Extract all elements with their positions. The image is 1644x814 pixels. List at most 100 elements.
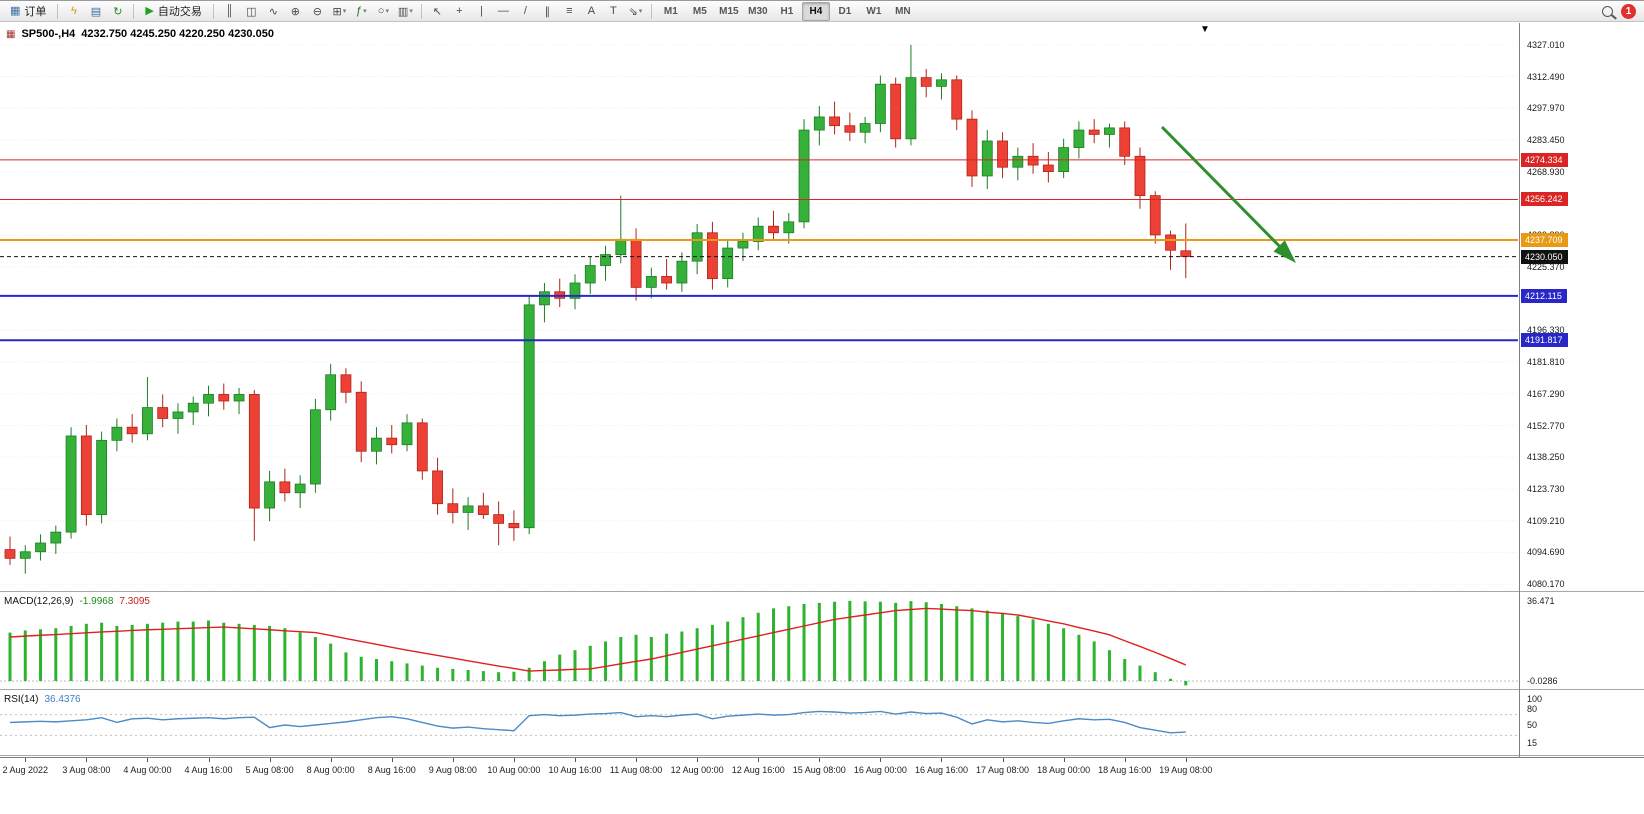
time-axis-label: 17 Aug 08:00 — [976, 765, 1030, 775]
crosshair-icon[interactable]: + — [456, 5, 463, 17]
timeframe-mn[interactable]: MN — [895, 5, 911, 17]
candle-body — [142, 407, 153, 435]
price-tick-label: 4283.450 — [1527, 135, 1565, 145]
candle-body — [294, 483, 306, 494]
bar-chart-icon[interactable]: ║ — [225, 5, 234, 17]
zoom-out-icon[interactable]: ⊖ — [312, 5, 322, 18]
timeframe-w1[interactable]: W1 — [866, 5, 882, 17]
candle-body — [722, 247, 734, 280]
chart-shift-marker-icon[interactable]: ▼ — [1200, 24, 1210, 35]
candle-body — [630, 238, 642, 288]
candle-body — [279, 481, 291, 494]
price-tick-label: 4080.170 — [1527, 579, 1565, 590]
candlestick-canvas[interactable] — [0, 23, 1518, 591]
autotrading-button[interactable]: ▶ 自动交易 — [139, 2, 207, 20]
macd-axis-label: 36.471 — [1527, 595, 1555, 606]
search-icon[interactable] — [1602, 5, 1613, 17]
tile-windows-icon[interactable]: ⊞ ▾ — [332, 5, 347, 18]
toolbar-separator — [650, 3, 652, 19]
price-tick-label: 4123.730 — [1527, 483, 1565, 494]
candle-body — [1073, 129, 1085, 148]
notification-badge[interactable]: 1 — [1621, 3, 1636, 19]
time-axis-label: 11 Aug 08:00 — [609, 765, 663, 775]
toolbar-separator — [133, 3, 135, 19]
price-badge: 4237.709 — [1521, 232, 1568, 247]
main-chart[interactable] — [0, 23, 1518, 591]
price-tick-label: 4196.330 — [1527, 325, 1565, 336]
channel-icon[interactable]: ∥ — [544, 5, 551, 18]
timeframe-h4[interactable]: H4 — [801, 1, 830, 21]
rsi-axis-label: 50 — [1527, 720, 1538, 730]
toolbar-left-icons: ϟ ▤ ↻ — [63, 2, 128, 20]
market-watch-icon[interactable]: ϟ — [70, 5, 77, 17]
timeframe-m5[interactable]: M5 — [692, 5, 707, 17]
timeframe-m30[interactable]: M30 — [748, 5, 768, 17]
candle-body — [187, 402, 199, 413]
periods-icon[interactable]: ○ ▾ — [377, 5, 389, 17]
time-axis-tick — [452, 758, 454, 762]
trend-arrow-line[interactable] — [1160, 125, 1284, 250]
price-badge: 4230.050 — [1521, 249, 1568, 264]
candle-body — [126, 426, 138, 435]
candle-body — [981, 140, 993, 177]
price-tick-label: 4109.210 — [1527, 515, 1565, 526]
text-icon[interactable]: A — [587, 5, 596, 17]
timeframe-h1[interactable]: H1 — [780, 5, 794, 17]
candle-body — [264, 481, 275, 509]
panel-divider[interactable] — [0, 689, 1644, 690]
candle-body — [1088, 129, 1100, 135]
rsi-panel[interactable] — [0, 691, 1518, 755]
candle-body — [371, 437, 382, 452]
time-axis-tick — [1124, 758, 1126, 762]
price-badge: 4256.242 — [1521, 192, 1568, 207]
templates-icon[interactable]: ▥ ▾ — [397, 5, 413, 18]
price-axis[interactable]: 4327.010 4312.490 4297.970 4283.450 4268.930… — [1519, 23, 1644, 757]
candle-body — [1134, 155, 1146, 197]
time-axis-label: 15 Aug 08:00 — [792, 765, 846, 775]
fibonacci-icon[interactable]: ≡ — [566, 5, 573, 17]
candle-body — [401, 422, 413, 446]
candle-body — [737, 241, 749, 249]
time-axis-tick — [513, 758, 515, 762]
trendline-icon[interactable]: / — [523, 5, 527, 17]
charts-window-icon[interactable]: ▤ — [90, 5, 102, 18]
time-axis[interactable]: 2 Aug 2022 3 Aug 08:00 4 Aug 00:00 4 Aug 16… — [0, 757, 1644, 814]
timeframe-m1[interactable]: M1 — [663, 5, 678, 17]
time-axis-label: 10 Aug 00:00 — [487, 765, 541, 775]
time-axis-tick — [330, 758, 332, 762]
candle-body — [508, 522, 520, 529]
timeframe-m15[interactable]: M15 — [719, 5, 739, 17]
price-tick-label: 4225.370 — [1527, 261, 1565, 272]
refresh-icon[interactable]: ↻ — [113, 5, 123, 18]
candle-body — [111, 426, 123, 441]
line-chart-icon[interactable]: ∿ — [268, 5, 278, 18]
candlestick-chart-icon[interactable]: ◫ — [246, 5, 257, 18]
time-axis-label: 18 Aug 00:00 — [1037, 765, 1091, 775]
indicators-icon[interactable]: ƒ ▾ — [356, 5, 367, 17]
macd-signal-value: 7.3095 — [119, 596, 150, 607]
candle-body — [813, 116, 825, 131]
price-tick-label: 4152.770 — [1527, 420, 1565, 431]
zoom-in-icon[interactable]: ⊕ — [290, 5, 300, 18]
cursor-icon[interactable]: ↖ — [432, 5, 442, 18]
timeframe-d1[interactable]: D1 — [838, 5, 852, 17]
autotrading-label: 自动交易 — [157, 6, 202, 18]
candle-body — [829, 116, 840, 127]
macd-panel[interactable] — [0, 593, 1518, 689]
arrows-tool-icon[interactable]: ⇘ ▾ — [628, 5, 643, 18]
time-axis-tick — [147, 758, 149, 762]
price-tick-label: 4181.810 — [1527, 357, 1565, 368]
text-label-icon[interactable]: T — [610, 5, 617, 17]
horizontal-line-icon[interactable]: — — [497, 5, 509, 17]
price-tick-label: 4268.930 — [1527, 166, 1565, 177]
candle-body — [309, 409, 321, 485]
candle-body — [493, 514, 505, 524]
trend-arrow-head[interactable] — [1273, 240, 1296, 263]
vertical-line-icon[interactable]: | — [479, 5, 483, 17]
toolbar-separator — [212, 3, 214, 19]
panel-divider[interactable] — [0, 755, 1644, 756]
new-order-button[interactable]: ▦ 订单 — [4, 2, 52, 20]
time-axis-label: 10 Aug 16:00 — [548, 765, 602, 775]
panel-divider[interactable] — [0, 591, 1644, 592]
